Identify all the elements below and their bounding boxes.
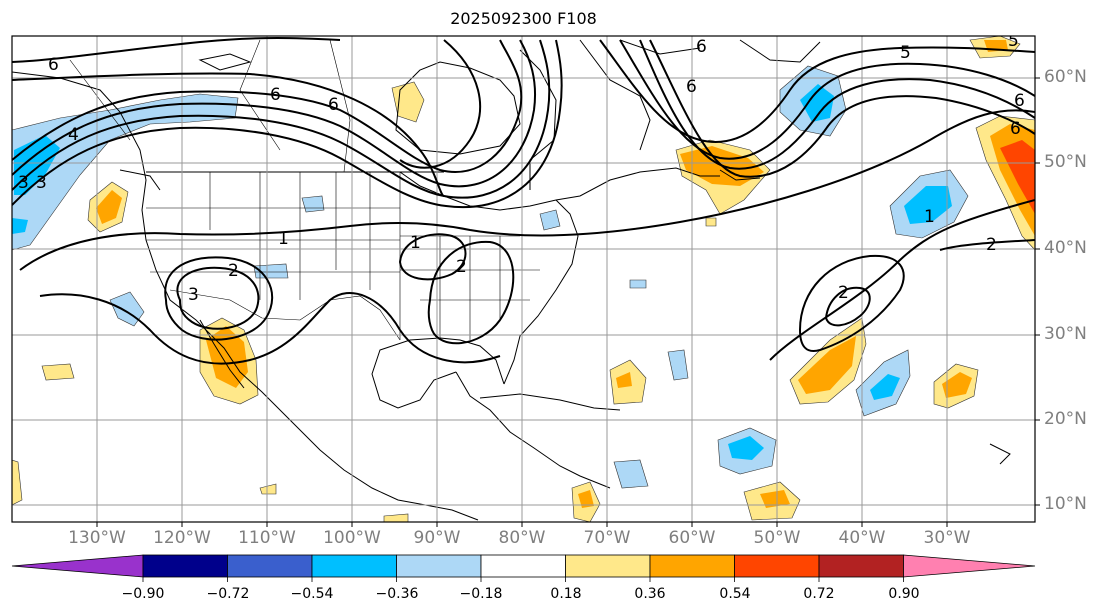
colorbar-segment <box>818 554 904 578</box>
colorbar-tick-label: −0.18 <box>459 586 503 602</box>
map-title: 2025092300 F108 <box>450 9 597 28</box>
contour-label: 2 <box>986 235 997 255</box>
contour-label: 5 <box>1008 31 1019 51</box>
negative-anomaly <box>12 218 28 234</box>
lat-label: 10°N <box>1044 494 1087 514</box>
positive-anomaly <box>41 363 75 381</box>
contour-label: 6 <box>48 55 59 75</box>
lon-label: 90°W <box>413 528 461 548</box>
colorbar-segment <box>565 554 651 578</box>
contour-label: 2 <box>228 261 239 281</box>
positive-anomaly <box>616 372 632 388</box>
negative-anomaly <box>728 436 764 460</box>
lon-label: 120°W <box>153 528 211 548</box>
lon-label: 130°W <box>68 528 126 548</box>
colorbar-segment <box>649 554 735 578</box>
contour-label: 3 <box>18 173 29 193</box>
contour-label: 2 <box>838 283 849 303</box>
positive-anomaly <box>96 190 122 224</box>
colorbar-tick-label: −0.90 <box>121 586 165 602</box>
colorbar-extend-high <box>903 554 1036 578</box>
contour-label: 4 <box>68 125 79 145</box>
axis-ticks <box>96 77 1040 527</box>
lon-label: 100°W <box>323 528 381 548</box>
positive-anomaly <box>206 326 248 388</box>
colorbar-tick-label: −0.72 <box>206 586 250 602</box>
anomaly-shading <box>12 36 1035 522</box>
positive-anomaly <box>942 372 972 398</box>
lon-label: 80°W <box>498 528 546 548</box>
colorbar-tick-label: 0.36 <box>634 586 666 602</box>
colorbar-segment <box>480 554 566 578</box>
lon-label: 70°W <box>583 528 631 548</box>
contour-label-group: 6 6 6 5 4 3 6 6 5 6 6 1 2 3 1 2 1 2 2 3 <box>18 31 1025 305</box>
contour-label: 6 <box>686 77 697 97</box>
colorbar-tick-label: −0.36 <box>375 586 419 602</box>
negative-anomaly <box>870 374 900 400</box>
contour-label: 3 <box>188 285 199 305</box>
lon-label: 60°W <box>668 528 716 548</box>
negative-anomaly <box>667 349 689 381</box>
positive-anomaly <box>760 490 790 508</box>
contour-label: 1 <box>924 207 935 227</box>
colorbar-tick-label: 0.90 <box>888 586 920 602</box>
lon-label: 40°W <box>838 528 886 548</box>
negative-anomaly <box>613 459 649 489</box>
contour-label: 6 <box>328 95 339 115</box>
colorbar-segment <box>311 554 397 578</box>
colorbar-segment <box>734 554 820 578</box>
colorbar <box>11 554 1036 582</box>
contour-label: 6 <box>696 37 707 57</box>
contour-label: 5 <box>900 43 911 63</box>
height-contours <box>12 37 1035 365</box>
colorbar-tick-label: 0.54 <box>719 586 751 602</box>
contour-label: 2 <box>456 257 467 277</box>
positive-anomaly <box>705 217 717 227</box>
positive-anomaly <box>383 513 409 522</box>
contour-label: 3 <box>36 173 47 193</box>
positive-anomaly <box>1000 140 1035 214</box>
lon-label: 110°W <box>238 528 296 548</box>
lat-label: 60°N <box>1044 67 1087 87</box>
positive-anomaly <box>798 336 856 394</box>
contour-label: 6 <box>270 85 281 105</box>
contour-label: 1 <box>278 229 289 249</box>
lat-label: 40°N <box>1044 238 1087 258</box>
colorbar-segment <box>142 554 228 578</box>
lat-label: 30°N <box>1044 324 1087 344</box>
negative-anomaly <box>800 84 834 122</box>
contour-label: 6 <box>1010 119 1021 139</box>
lat-label: 50°N <box>1044 152 1087 172</box>
contour-label: 6 <box>1014 91 1025 111</box>
negative-anomaly <box>904 186 952 224</box>
lon-label: 30°W <box>923 528 971 548</box>
contour-label: 1 <box>410 233 421 253</box>
colorbar-tick-label: 0.72 <box>803 586 835 602</box>
positive-anomaly <box>391 81 425 123</box>
colorbar-segment <box>227 554 313 578</box>
colorbar-tick-label: −0.54 <box>290 586 334 602</box>
negative-anomaly <box>629 279 647 289</box>
colorbar-tick-label: 0.18 <box>550 586 582 602</box>
negative-anomaly <box>301 195 325 213</box>
lon-label: 50°W <box>753 528 801 548</box>
positive-anomaly <box>578 490 594 508</box>
negative-anomaly <box>539 209 561 231</box>
positive-anomaly <box>12 459 23 506</box>
political-borders <box>69 39 540 341</box>
lat-label: 20°N <box>1044 409 1087 429</box>
map-frame <box>11 35 1036 523</box>
colorbar-segment <box>396 554 482 578</box>
graticule <box>12 36 1035 522</box>
positive-anomaly <box>259 483 277 495</box>
colorbar-extend-low <box>11 554 144 578</box>
